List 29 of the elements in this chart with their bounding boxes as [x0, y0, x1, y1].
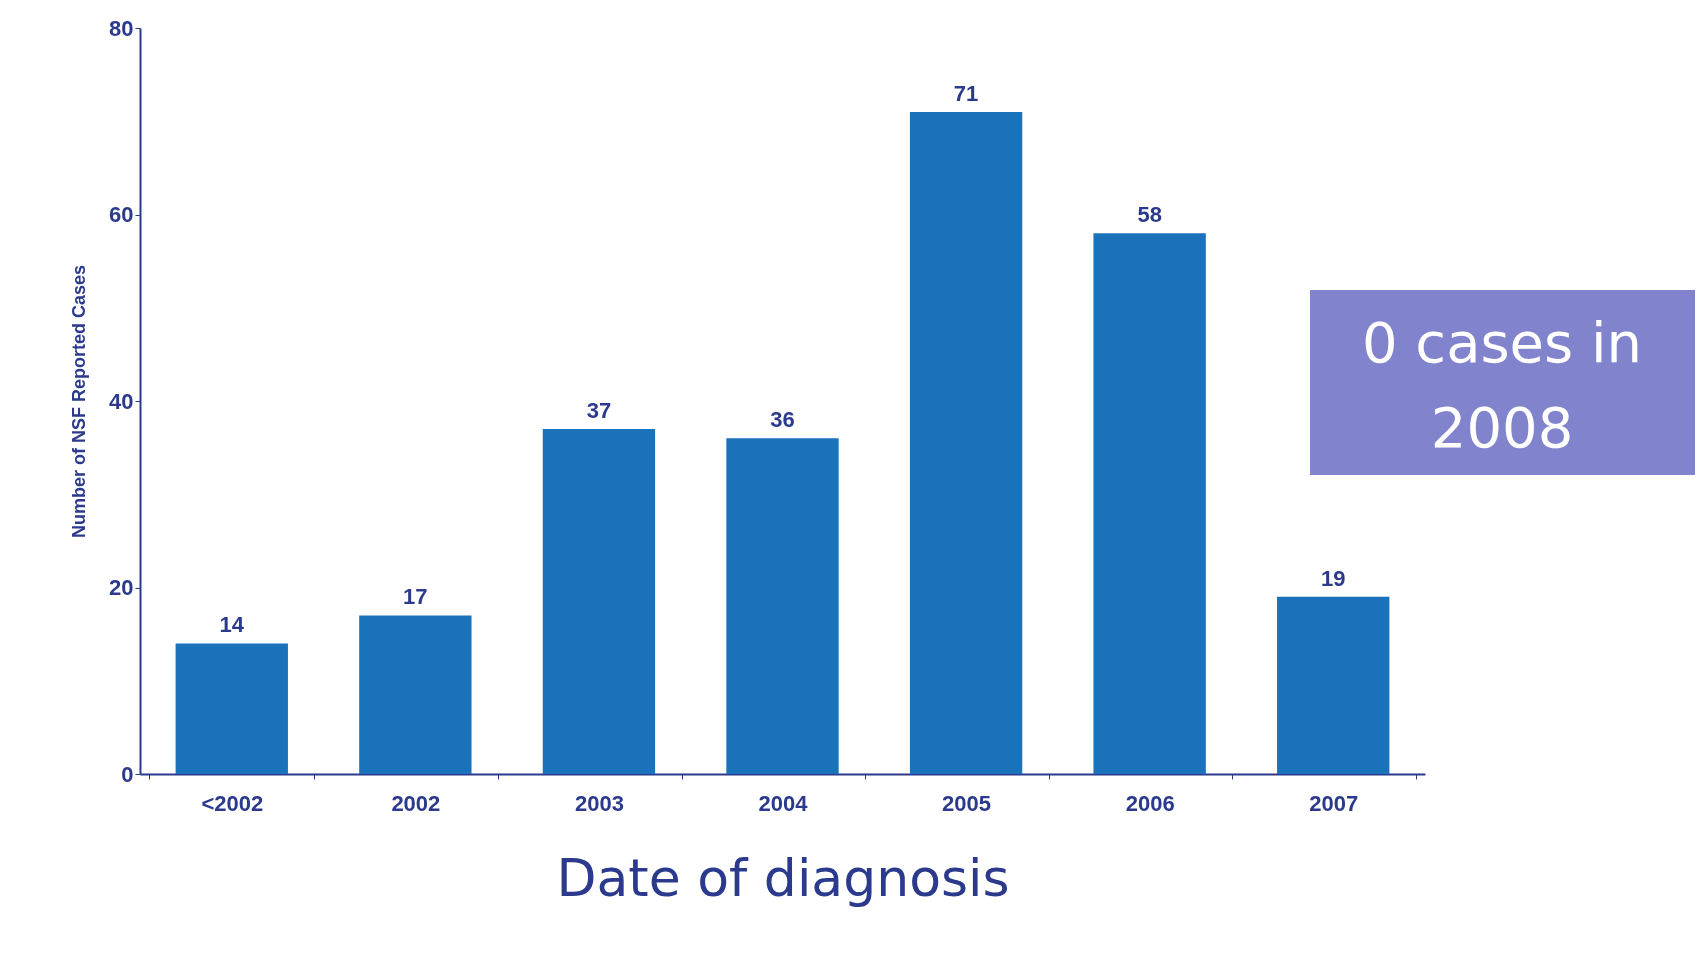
x-tick-label: 2002 — [391, 790, 441, 816]
x-tick-label: 2003 — [574, 790, 624, 816]
bar — [1277, 596, 1390, 774]
data-label: 71 — [953, 80, 979, 106]
data-label: 36 — [770, 407, 795, 433]
x-tick-label: 2006 — [1125, 790, 1175, 816]
y-axis-title: Number of NSF Reported Cases — [69, 264, 90, 539]
x-tick-label: <2002 — [201, 790, 264, 816]
bar — [1093, 233, 1206, 774]
bar — [726, 438, 839, 774]
data-label: 19 — [1320, 565, 1346, 591]
bar — [909, 111, 1023, 774]
x-tick-label: 2004 — [758, 790, 809, 816]
annotation: 0 cases in 2008 — [1361, 310, 1643, 460]
y-tick-label: 40 — [109, 388, 134, 414]
bar — [359, 615, 472, 774]
data-label: 17 — [403, 584, 428, 610]
data-label: 37 — [586, 397, 612, 423]
y-tick-label: 0 — [121, 761, 134, 787]
x-axis-title: Date of diagnosis — [556, 847, 1010, 908]
y-tick-label: 80 — [109, 15, 134, 41]
data-label: 14 — [219, 612, 245, 638]
x-tick-label: 2007 — [1309, 790, 1359, 816]
data-label: 58 — [1137, 202, 1162, 228]
y-tick-label: 60 — [109, 202, 134, 227]
bar — [175, 643, 288, 774]
y-tick-label: 20 — [109, 575, 134, 600]
x-tick-label: 2005 — [942, 790, 992, 816]
bar — [542, 428, 656, 774]
